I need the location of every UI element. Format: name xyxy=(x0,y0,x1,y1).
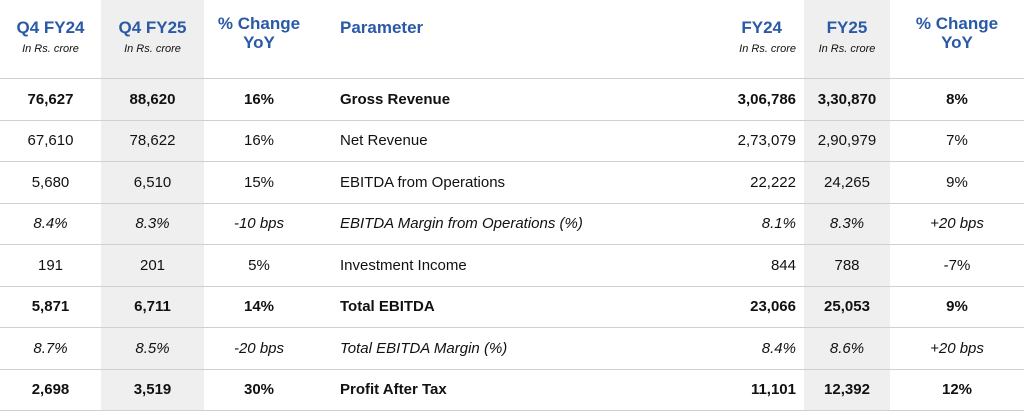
cell-fy25: 788 xyxy=(804,244,890,286)
cell-quarter-change: 14% xyxy=(204,285,314,328)
cell-fy25: 3,30,870 xyxy=(804,78,890,120)
cell-year-change: 7% xyxy=(890,119,1024,162)
header-quarter-change-line1: % Change xyxy=(217,14,301,33)
table-row: 191 201 5% Investment Income 844 788 -7% xyxy=(0,244,1024,286)
cell-quarter-change: 16% xyxy=(204,78,314,120)
header-q4fy25-title: Q4 FY25 xyxy=(118,18,187,37)
cell-q4fy25: 201 xyxy=(101,244,204,286)
cell-fy24: 23,066 xyxy=(694,285,804,328)
cell-q4fy24: 191 xyxy=(0,244,101,286)
cell-q4fy25: 78,622 xyxy=(101,119,204,162)
cell-q4fy25: 8.5% xyxy=(101,327,204,369)
table-row: 5,871 6,711 14% Total EBITDA 23,066 25,0… xyxy=(0,285,1024,328)
cell-q4fy24: 2,698 xyxy=(0,368,101,411)
cell-fy25: 8.6% xyxy=(804,327,890,369)
cell-fy24: 8.1% xyxy=(694,202,804,245)
cell-fy25: 25,053 xyxy=(804,285,890,328)
table-row: 8.7% 8.5% -20 bps Total EBITDA Margin (%… xyxy=(0,327,1024,369)
cell-fy24: 3,06,786 xyxy=(694,78,804,120)
cell-q4fy25: 3,519 xyxy=(101,368,204,411)
header-year-change-line2: YoY xyxy=(941,33,973,52)
header-q4fy25-unit: In Rs. crore xyxy=(124,43,181,55)
cell-quarter-change: -20 bps xyxy=(204,327,314,369)
cell-parameter: Investment Income xyxy=(314,244,694,286)
header-q4fy24-title: Q4 FY24 xyxy=(16,18,85,37)
cell-q4fy24: 8.4% xyxy=(0,202,101,245)
cell-parameter: Net Revenue xyxy=(314,119,694,162)
cell-year-change: 8% xyxy=(890,78,1024,120)
cell-fy24: 22,222 xyxy=(694,161,804,203)
cell-quarter-change: 15% xyxy=(204,161,314,203)
cell-fy24: 2,73,079 xyxy=(694,119,804,162)
cell-fy25: 12,392 xyxy=(804,368,890,411)
cell-q4fy24: 67,610 xyxy=(0,119,101,162)
table-row: 2,698 3,519 30% Profit After Tax 11,101 … xyxy=(0,368,1024,411)
cell-q4fy25: 88,620 xyxy=(101,78,204,120)
cell-fy25: 8.3% xyxy=(804,202,890,245)
header-q4fy25: Q4 FY25 In Rs. crore xyxy=(101,0,204,79)
cell-year-change: +20 bps xyxy=(890,327,1024,369)
cell-year-change: 9% xyxy=(890,285,1024,328)
header-year-change-line1: % Change xyxy=(915,14,999,33)
cell-parameter: Profit After Tax xyxy=(314,368,694,411)
header-fy25-title: FY25 xyxy=(826,18,868,37)
cell-fy24: 11,101 xyxy=(694,368,804,411)
header-year-change: % Change YoY xyxy=(890,0,1024,79)
cell-year-change: -7% xyxy=(890,244,1024,286)
header-fy25: FY25 In Rs. crore xyxy=(804,0,890,79)
cell-quarter-change: -10 bps xyxy=(204,202,314,245)
cell-year-change: +20 bps xyxy=(890,202,1024,245)
cell-quarter-change: 16% xyxy=(204,119,314,162)
cell-fy25: 2,90,979 xyxy=(804,119,890,162)
header-fy24: FY24 In Rs. crore xyxy=(694,0,804,79)
cell-q4fy25: 6,711 xyxy=(101,285,204,328)
header-parameter: Parameter xyxy=(314,0,694,79)
cell-parameter: EBITDA Margin from Operations (%) xyxy=(314,202,694,245)
cell-parameter: EBITDA from Operations xyxy=(314,161,694,203)
header-row: Q4 FY24 In Rs. crore Q4 FY25 In Rs. cror… xyxy=(0,0,1024,79)
cell-q4fy24: 5,871 xyxy=(0,285,101,328)
header-fy25-unit: In Rs. crore xyxy=(818,43,876,55)
header-fy24-unit: In Rs. crore xyxy=(739,43,796,55)
table-row: 8.4% 8.3% -10 bps EBITDA Margin from Ope… xyxy=(0,202,1024,245)
cell-fy24: 8.4% xyxy=(694,327,804,369)
table-row: 5,680 6,510 15% EBITDA from Operations 2… xyxy=(0,161,1024,203)
cell-quarter-change: 5% xyxy=(204,244,314,286)
header-q4fy24: Q4 FY24 In Rs. crore xyxy=(0,0,101,79)
header-parameter-title: Parameter xyxy=(340,18,424,37)
cell-q4fy25: 8.3% xyxy=(101,202,204,245)
cell-q4fy24: 8.7% xyxy=(0,327,101,369)
cell-fy24: 844 xyxy=(694,244,804,286)
cell-q4fy25: 6,510 xyxy=(101,161,204,203)
cell-q4fy24: 76,627 xyxy=(0,78,101,120)
cell-year-change: 9% xyxy=(890,161,1024,203)
cell-parameter: Total EBITDA xyxy=(314,285,694,328)
table-row: 76,627 88,620 16% Gross Revenue 3,06,786… xyxy=(0,78,1024,120)
cell-parameter: Gross Revenue xyxy=(314,78,694,120)
cell-parameter: Total EBITDA Margin (%) xyxy=(314,327,694,369)
cell-quarter-change: 30% xyxy=(204,368,314,411)
cell-year-change: 12% xyxy=(890,368,1024,411)
header-quarter-change: % Change YoY xyxy=(204,0,314,79)
header-q4fy24-unit: In Rs. crore xyxy=(22,43,79,55)
table-row: 67,610 78,622 16% Net Revenue 2,73,079 2… xyxy=(0,119,1024,162)
cell-q4fy24: 5,680 xyxy=(0,161,101,203)
cell-fy25: 24,265 xyxy=(804,161,890,203)
header-quarter-change-line2: YoY xyxy=(243,33,275,52)
header-fy24-title: FY24 xyxy=(741,18,782,37)
